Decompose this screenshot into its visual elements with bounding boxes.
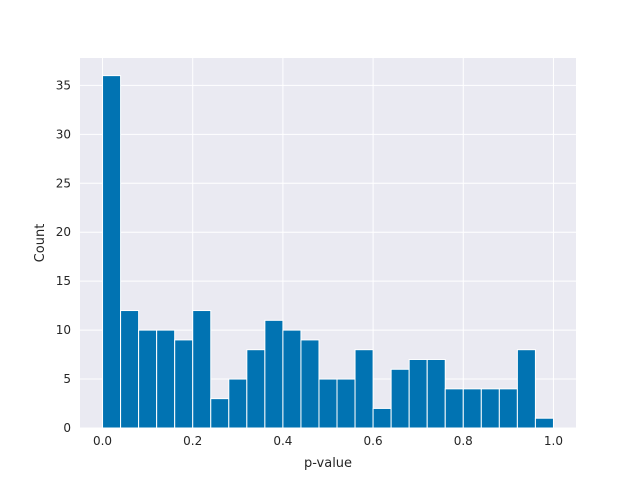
histogram-bar: [390, 368, 410, 429]
histogram-bar: [354, 349, 374, 429]
histogram-bars: [102, 75, 554, 429]
x-axis-label: p-value: [304, 456, 352, 471]
histogram-bar: [192, 310, 212, 429]
x-tick-label: 0.4: [273, 434, 292, 448]
histogram-bar: [228, 378, 248, 429]
histogram-bar: [498, 388, 518, 429]
histogram-bar: [138, 329, 158, 429]
x-tick-label: 0.8: [454, 434, 473, 448]
x-tick-label: 0.6: [364, 434, 383, 448]
histogram-bar: [516, 349, 536, 429]
histogram-bar: [210, 398, 230, 429]
y-tick-label: 30: [56, 127, 71, 141]
y-tick-label: 25: [56, 176, 71, 190]
y-axis-label: Count: [33, 224, 48, 263]
histogram-bar: [300, 339, 320, 429]
histogram-bar: [120, 310, 140, 429]
y-axis-ticks: 0 5 10 15 20 25 30 35: [56, 78, 71, 435]
y-tick-label: 10: [56, 323, 71, 337]
histogram-bar: [336, 378, 356, 429]
histogram-bar: [102, 75, 122, 429]
histogram-bar: [264, 319, 284, 429]
y-tick-label: 5: [63, 372, 71, 386]
histogram-bar: [372, 407, 392, 429]
histogram-bar: [534, 417, 554, 429]
x-tick-label: 1.0: [544, 434, 563, 448]
histogram-bar: [462, 388, 482, 429]
y-tick-label: 20: [56, 225, 71, 239]
histogram-bar: [444, 388, 464, 429]
y-tick-label: 15: [56, 274, 71, 288]
histogram-bar: [318, 378, 338, 429]
x-tick-label: 0.2: [183, 434, 202, 448]
histogram-bar: [408, 358, 428, 429]
y-tick-label: 35: [56, 78, 71, 92]
x-tick-label: 0.0: [93, 434, 112, 448]
histogram-bar: [282, 329, 302, 429]
histogram-bar: [480, 388, 500, 429]
histogram-bar: [426, 358, 446, 429]
y-tick-label: 0: [63, 421, 71, 435]
histogram-bar: [156, 329, 176, 429]
x-axis-ticks: 0.0 0.2 0.4 0.6 0.8 1.0: [93, 434, 563, 448]
histogram-bar: [174, 339, 194, 429]
histogram-bar: [246, 349, 266, 429]
